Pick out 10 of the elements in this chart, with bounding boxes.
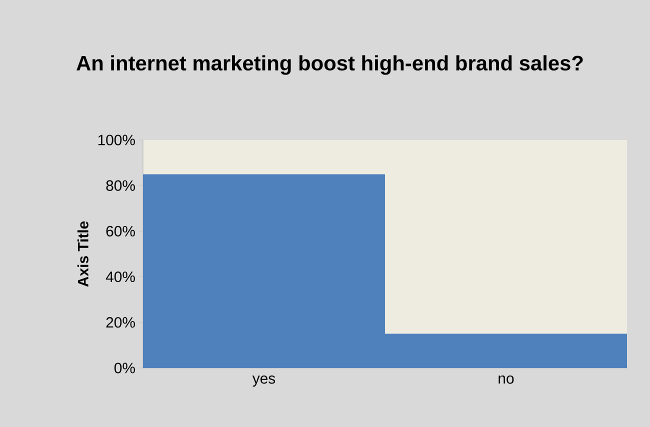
y-tick-label: 80% [106, 180, 135, 191]
x-tick-label: no [498, 376, 514, 384]
y-tick-label: 100% [98, 134, 135, 146]
y-axis-title: Axis Title [77, 221, 88, 287]
y-tick-label: 0% [114, 362, 135, 374]
y-tick-label: 60% [106, 226, 135, 236]
chart-title: An internet marketing boost high-end brand sales? [76, 55, 583, 75]
y-tick-label: 20% [106, 317, 135, 328]
y-tick-label: 40% [106, 272, 135, 282]
x-tick-label: yes [252, 376, 276, 387]
